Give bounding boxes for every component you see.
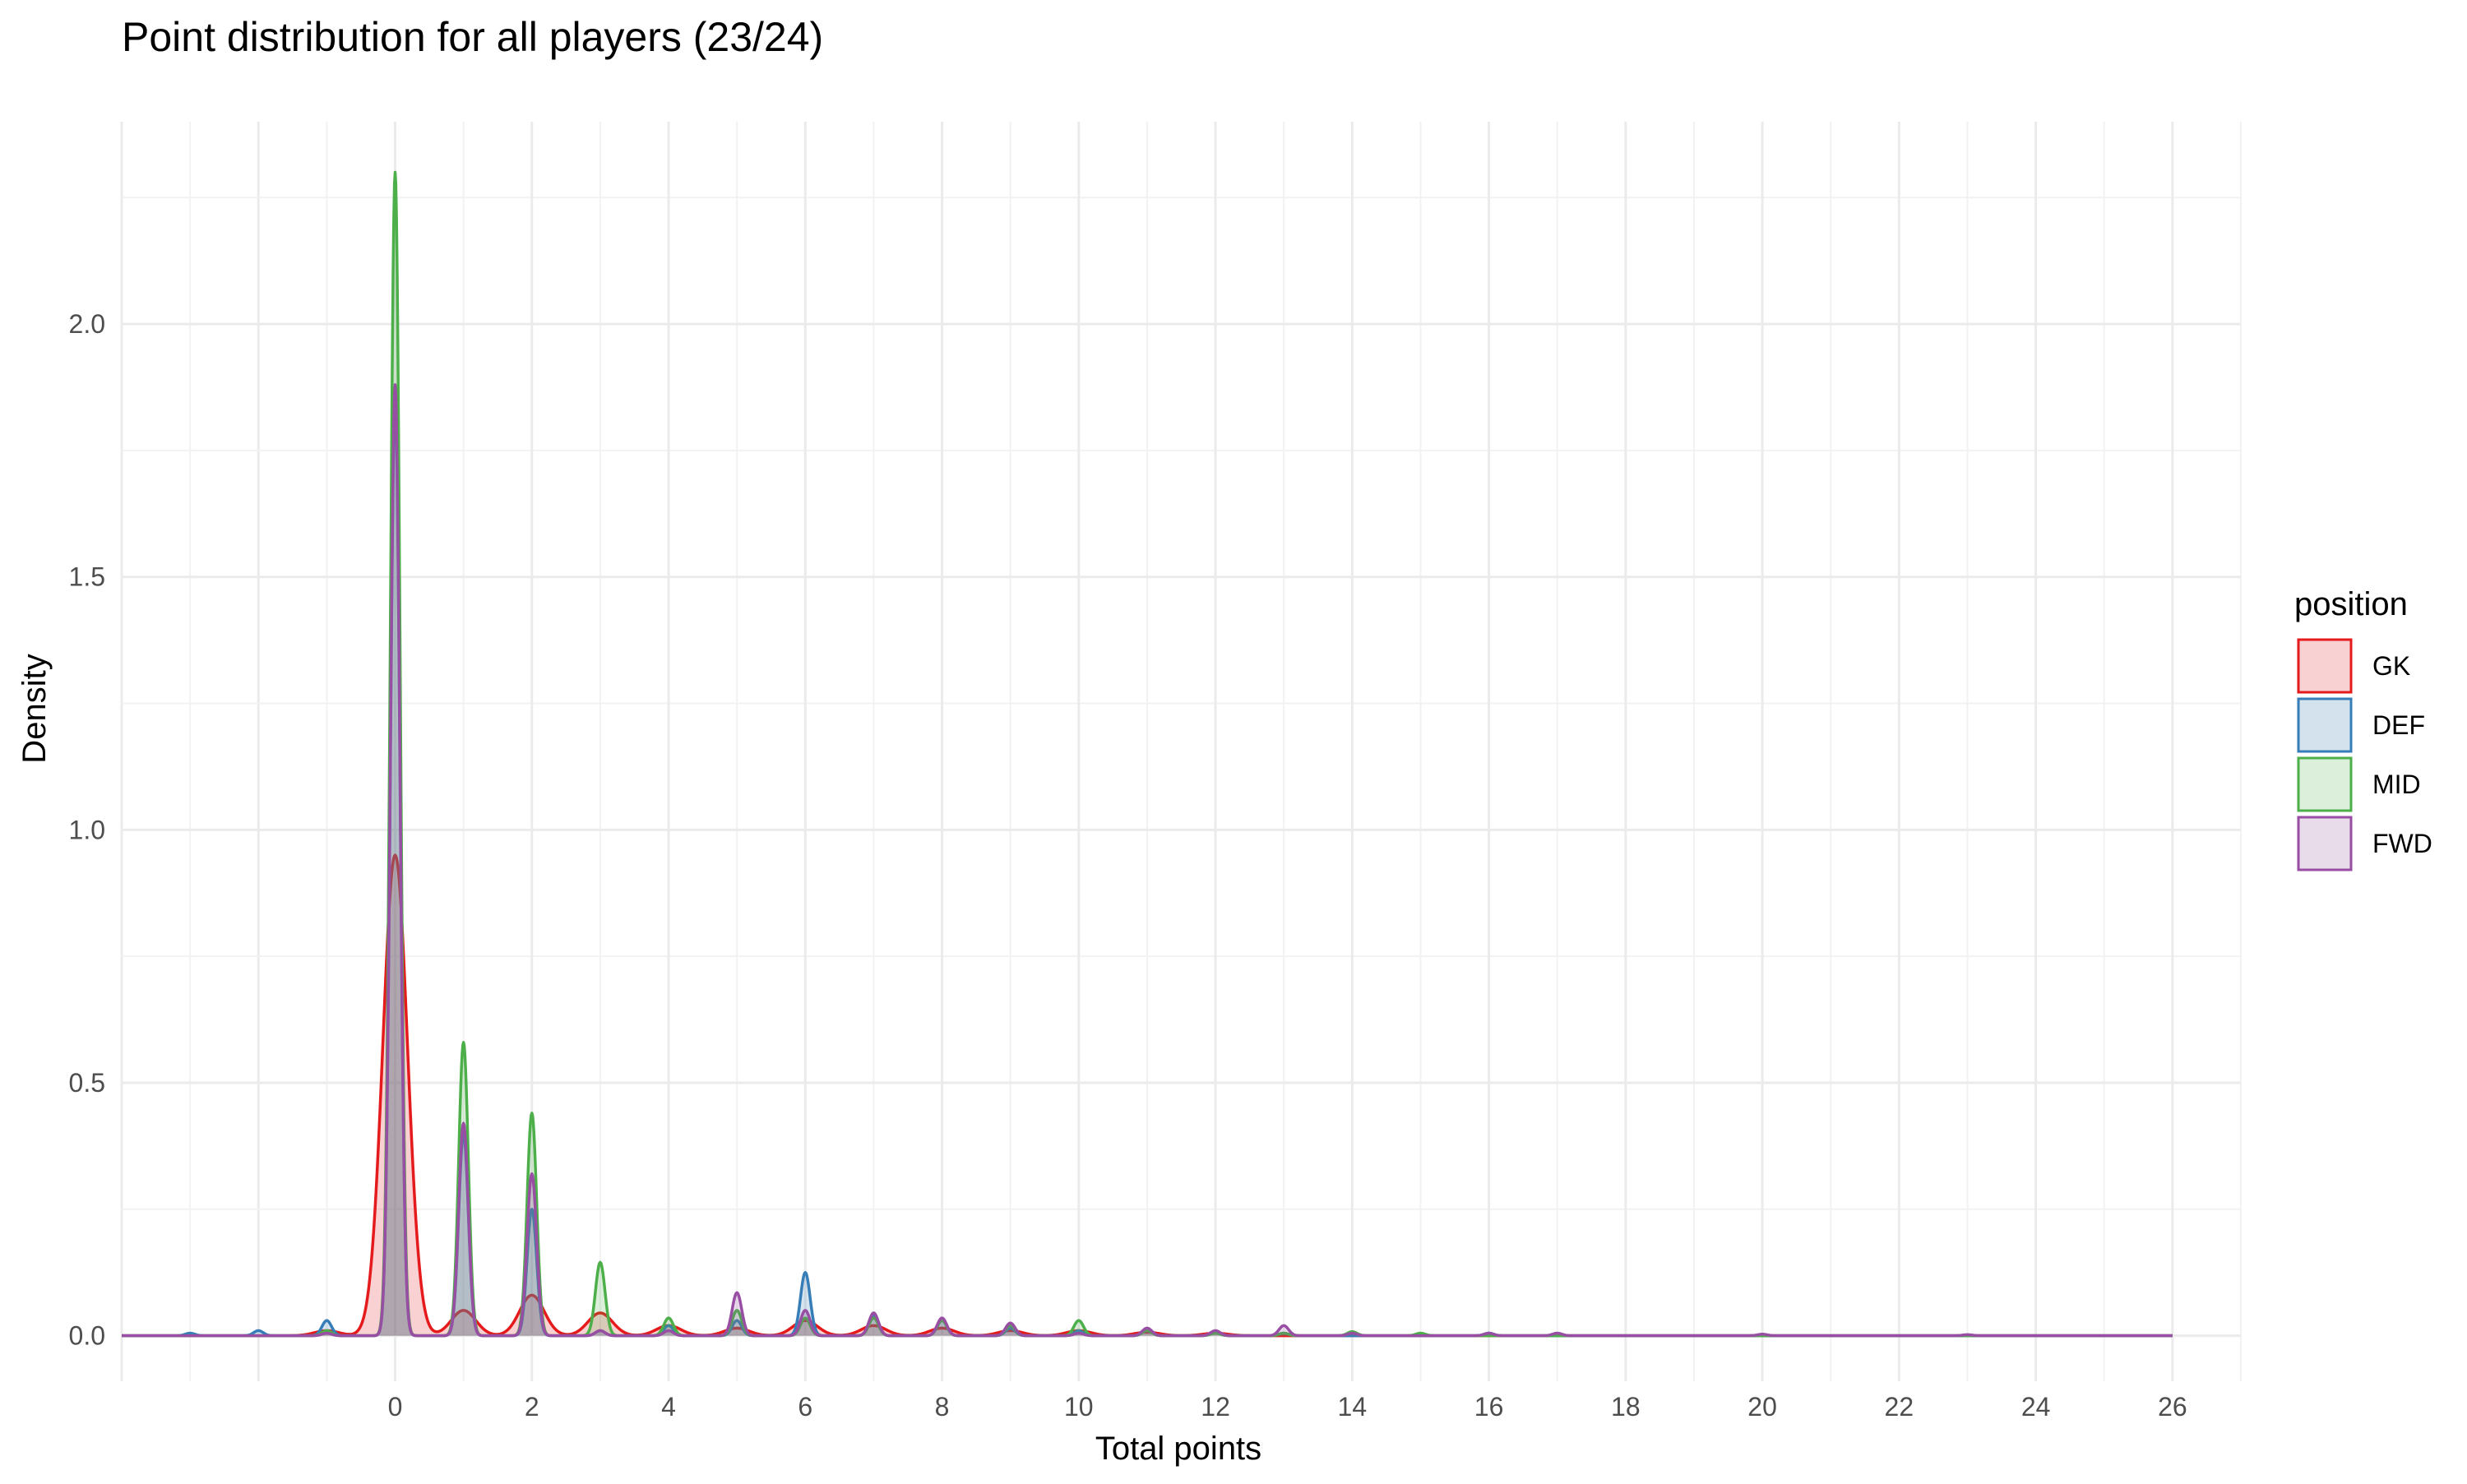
x-axis-title: Total points: [1095, 1431, 1261, 1467]
x-tick-label: 20: [1747, 1392, 1777, 1422]
legend-key-mid: [2297, 756, 2353, 812]
legend-title: position: [2294, 586, 2408, 622]
legend-label-mid: MID: [2372, 770, 2421, 799]
minor-gridlines: [120, 122, 2242, 1381]
legend-label-gk: GK: [2372, 651, 2410, 681]
x-tick-label: 22: [1885, 1392, 1914, 1422]
legend-key-def: [2297, 697, 2353, 753]
legend-items: GK DEF MID FWD: [2297, 638, 2432, 871]
x-tick-label: 16: [1474, 1392, 1504, 1422]
legend-key-fwd: [2297, 816, 2353, 871]
x-tick-label: 14: [1338, 1392, 1368, 1422]
x-tick-label: 18: [1611, 1392, 1641, 1422]
chart-title: Point distribution for all players (23/2…: [122, 14, 823, 60]
legend-key-gk: [2297, 638, 2353, 694]
x-tick-label: 12: [1201, 1392, 1230, 1422]
legend-label-fwd: FWD: [2372, 829, 2432, 858]
x-tick-label: 2: [525, 1392, 539, 1422]
y-axis-title: Density: [16, 654, 53, 763]
y-tick-label: 2.0: [69, 309, 105, 339]
x-axis-ticks: 0 2 4 6 8 10 12 14 16 18 20 22 24 26: [388, 1392, 2187, 1422]
density-line-fwd: [121, 383, 2173, 1338]
y-tick-label: 1.5: [69, 562, 105, 592]
legend: position GK DEF MID FWD: [2294, 586, 2432, 871]
y-tick-label: 1.0: [69, 815, 105, 844]
x-tick-label: 8: [935, 1392, 950, 1422]
x-tick-label: 4: [661, 1392, 676, 1422]
legend-label-def: DEF: [2372, 710, 2425, 740]
density-series: [121, 170, 2173, 1338]
x-tick-label: 0: [388, 1392, 403, 1422]
y-axis-ticks: 0.0 0.5 1.0 1.5 2.0: [69, 309, 105, 1351]
x-tick-label: 26: [2158, 1392, 2187, 1422]
y-tick-label: 0.5: [69, 1068, 105, 1098]
y-tick-label: 0.0: [69, 1321, 105, 1351]
x-tick-label: 10: [1064, 1392, 1094, 1422]
x-tick-label: 6: [798, 1392, 812, 1422]
x-tick-label: 24: [2021, 1392, 2051, 1422]
